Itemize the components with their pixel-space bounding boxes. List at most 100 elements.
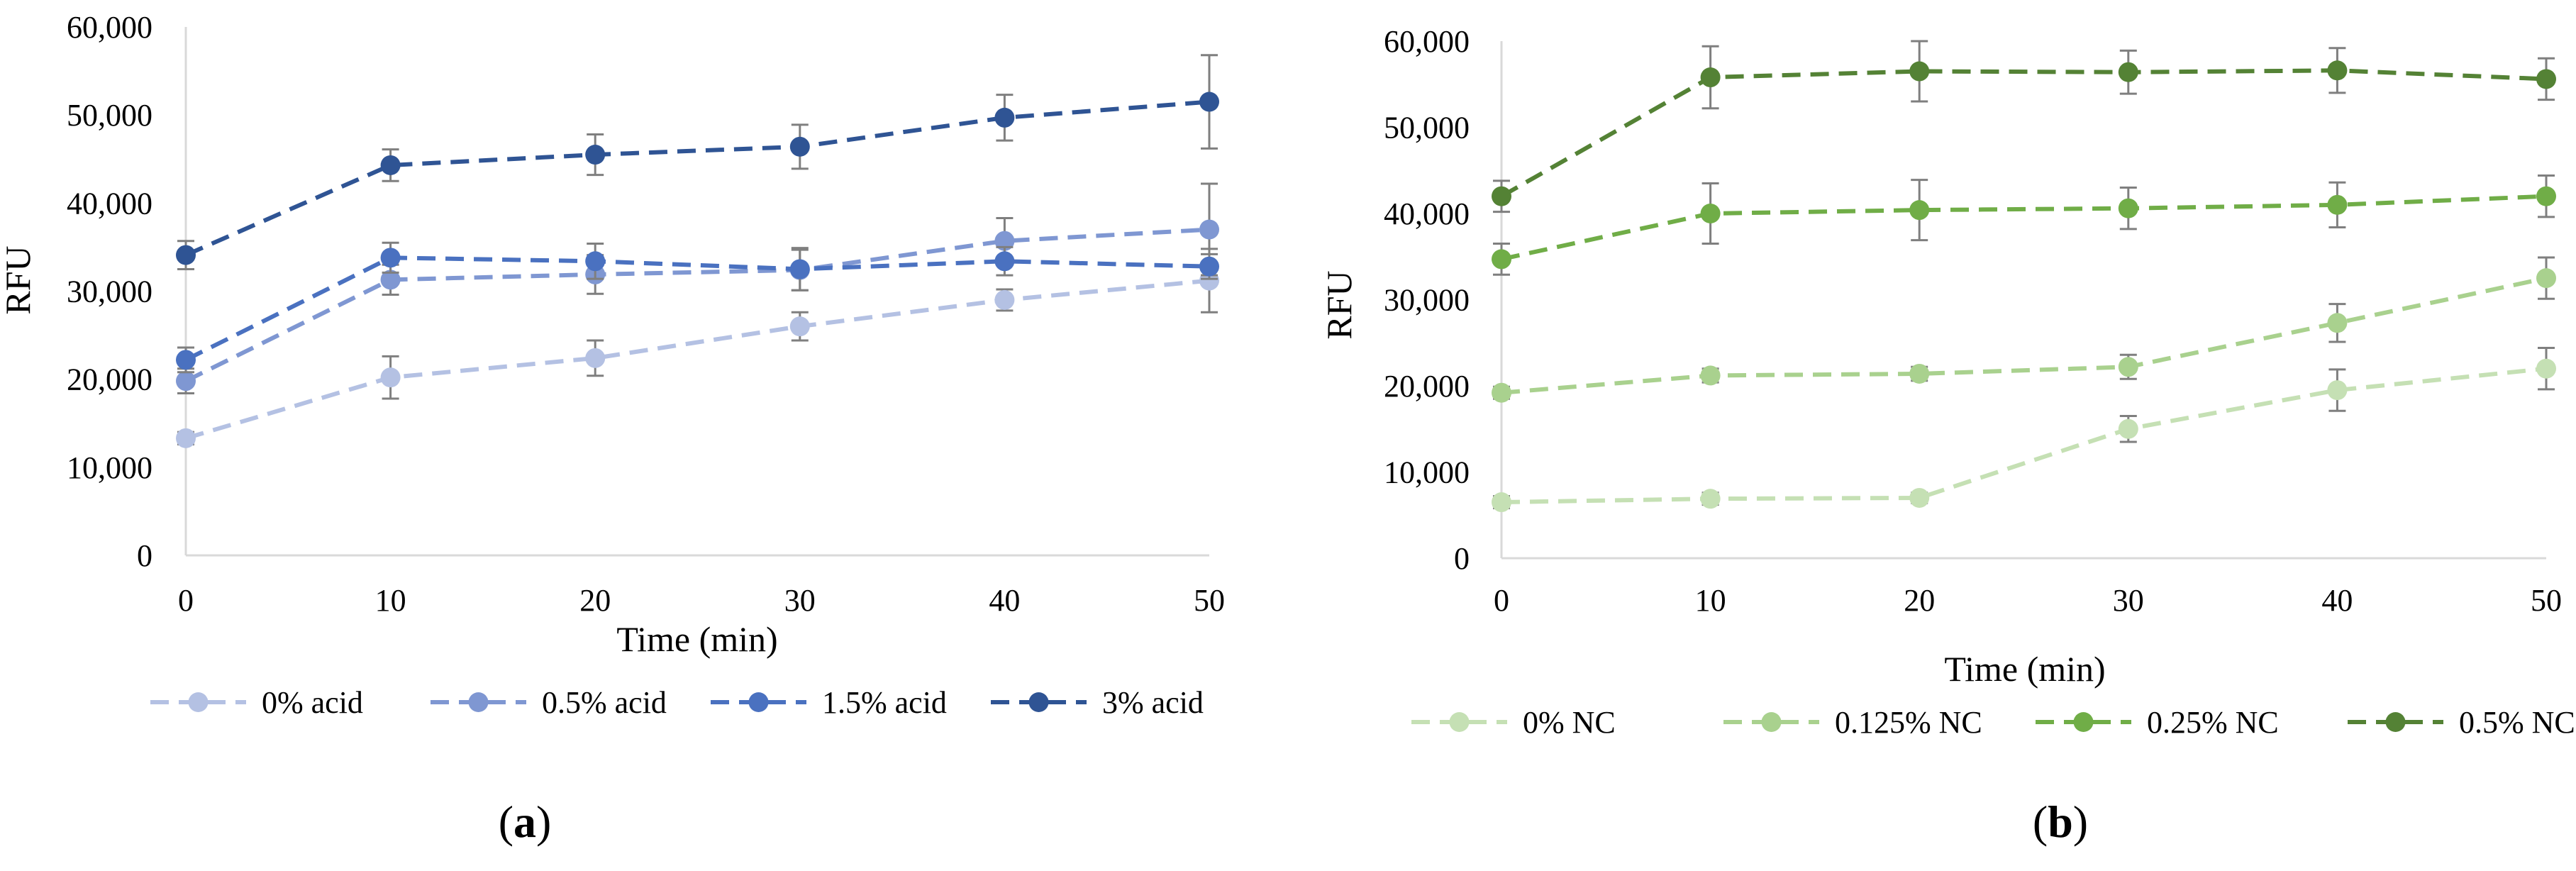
- panel-b-axes: [1500, 41, 2546, 560]
- panel-a-x-axis-title: Time (min): [616, 619, 777, 659]
- panel-b-data-point: [2536, 358, 2556, 379]
- panel-a-y-axis: 0 10,000 20,000 30,000 40,000 50,000 60,000: [67, 10, 152, 573]
- panel-a-legend-item: 1.5% acid: [711, 685, 947, 720]
- panel-a-y-tick-label: 10,000: [67, 450, 152, 485]
- panel-b-x-tick-label: 40: [2321, 583, 2353, 618]
- panel-b-legend-label: 0.25% NC: [2147, 705, 2279, 740]
- panel-b-series-line: [1501, 276, 2547, 395]
- panel-b-y-tick-label: 10,000: [1384, 455, 1470, 490]
- panel-b-legend: 0% NC 0.125% NC 0.25% NC 0.5% NC: [1411, 705, 2575, 740]
- panel-b-x-tick-label: 10: [1695, 583, 1726, 618]
- panel-a-series-line: [184, 255, 1210, 362]
- panel-b-x-axis: 0 10 20 30 40 50: [1494, 583, 2562, 618]
- panel-b-series-line: [1500, 68, 2547, 199]
- panel-a-letter: a: [513, 797, 536, 847]
- panel-a-series: [176, 54, 1219, 448]
- panel-a-y-tick-label: 20,000: [67, 362, 152, 397]
- panel-b-legend-item: 0.125% NC: [1723, 705, 1982, 740]
- panel-a-x-tick-label: 0: [178, 583, 194, 618]
- panel-a-x-tick-label: 50: [1194, 583, 1225, 618]
- panel-a-data-point: [380, 248, 401, 268]
- panel-a-data-point: [994, 289, 1015, 310]
- panel-b-legend-item: 0.25% NC: [2036, 705, 2279, 740]
- panel-b-data-point: [1700, 67, 1721, 88]
- panel-b-y-tick-label: 30,000: [1384, 283, 1470, 318]
- panel-b-legend-label: 0% NC: [1523, 705, 1616, 740]
- panel-a-data-point: [994, 231, 1015, 251]
- panel-a-data-point: [994, 251, 1015, 272]
- panel-b-data-point: [1492, 186, 1511, 206]
- panel-a-x-axis: 0 10 20 30 40 50: [178, 583, 1225, 618]
- panel-a-series-line: [184, 99, 1210, 257]
- chart-panel-b: RFU 0 10,000 20,000 30,000 40,000 50,000 60,00…: [1319, 24, 2575, 847]
- panel-b-y-tick-label: 50,000: [1384, 111, 1470, 145]
- panel-a-legend-item: 0.5% acid: [431, 685, 667, 720]
- panel-a-legend-marker: [1028, 692, 1049, 712]
- panel-a-data-point: [789, 259, 810, 279]
- panel-a-x-tick-label: 20: [579, 583, 611, 618]
- panel-a-y-tick-label: 60,000: [67, 10, 152, 45]
- panel-a-series-line: [184, 227, 1210, 383]
- panel-a-x-tick-label: 10: [375, 583, 406, 618]
- panel-a-legend-marker: [748, 692, 769, 712]
- panel-b-legend-marker: [1761, 712, 1782, 732]
- panel-b-legend-label: 0.125% NC: [1835, 705, 1982, 740]
- panel-a-legend-label: 0.5% acid: [542, 685, 667, 720]
- panel-a-data-point: [1199, 219, 1219, 240]
- panel-a-data-point: [789, 316, 810, 337]
- panel-b-data-point: [1700, 365, 1721, 386]
- panel-a-label: (a): [499, 797, 552, 847]
- panel-a-data-point: [380, 367, 401, 388]
- panel-b-x-tick-label: 30: [2113, 583, 2144, 618]
- panel-a-data-point: [585, 348, 606, 368]
- panel-b-y-tick-label: 20,000: [1384, 369, 1470, 404]
- panel-b-y-tick-label: 0: [1454, 541, 1470, 576]
- panel-a-y-tick-label: 50,000: [67, 98, 152, 133]
- panel-b-data-point: [2327, 60, 2348, 81]
- panel-b-data-point: [1492, 382, 1511, 403]
- panel-b-data-point: [2536, 69, 2556, 89]
- panel-a-legend: 0% acid 0.5% acid 1.5% acid 3% acid: [150, 685, 1204, 720]
- panel-a-legend-item: 0% acid: [150, 685, 363, 720]
- panel-a-data-point: [380, 155, 401, 175]
- panel-b-y-tick-label: 60,000: [1384, 24, 1470, 59]
- panel-a-data-point: [585, 145, 606, 165]
- panel-b-data-point: [2327, 313, 2348, 333]
- panel-b-x-tick-label: 20: [1904, 583, 1935, 618]
- panel-b-data-point: [1700, 204, 1721, 223]
- panel-b-x-axis-title: Time (min): [1944, 649, 2105, 689]
- panel-b-series-4: [1492, 40, 2556, 213]
- panel-a-series-2: [176, 182, 1219, 395]
- panel-b-series-2: [1492, 256, 2556, 403]
- panel-a-data-point: [1199, 256, 1219, 277]
- panel-b-data-point: [1909, 487, 1930, 508]
- panel-b-data-point: [1492, 492, 1511, 513]
- panel-a-series-line: [185, 278, 1210, 440]
- panel-b-data-point: [2118, 357, 2138, 377]
- panel-b-series: [1492, 40, 2556, 513]
- panel-a-x-tick-label: 30: [784, 583, 816, 618]
- panel-b-data-point: [2536, 268, 2556, 289]
- panel-b-data-point: [2118, 198, 2138, 218]
- panel-b-label: (b): [2033, 797, 2088, 847]
- panel-a-data-point: [380, 270, 401, 290]
- panel-b-legend-marker: [1449, 712, 1470, 732]
- panel-a-axes: [184, 27, 1209, 557]
- panel-b-legend-marker: [2385, 712, 2406, 732]
- panel-a-y-tick-label: 40,000: [67, 186, 152, 221]
- panel-b-x-tick-label: 0: [1494, 583, 1509, 618]
- panel-b-legend-marker: [2073, 712, 2094, 732]
- panel-b-legend-item: 0% NC: [1411, 705, 1616, 740]
- panel-a-series-1: [176, 248, 1219, 448]
- panel-a-y-tick-label: 0: [137, 538, 152, 573]
- panel-b-letter: b: [2048, 797, 2073, 847]
- panel-b-data-point: [1909, 61, 1930, 82]
- panel-a-data-point: [176, 245, 196, 265]
- panel-b-legend-item: 0.5% NC: [2348, 705, 2575, 740]
- panel-b-data-point: [2536, 186, 2556, 206]
- panel-a-series-3: [176, 241, 1219, 374]
- panel-a-legend-marker: [188, 692, 209, 712]
- panel-b-y-axis-title: RFU: [1319, 270, 1359, 339]
- panel-b-series-line: [1501, 194, 2547, 262]
